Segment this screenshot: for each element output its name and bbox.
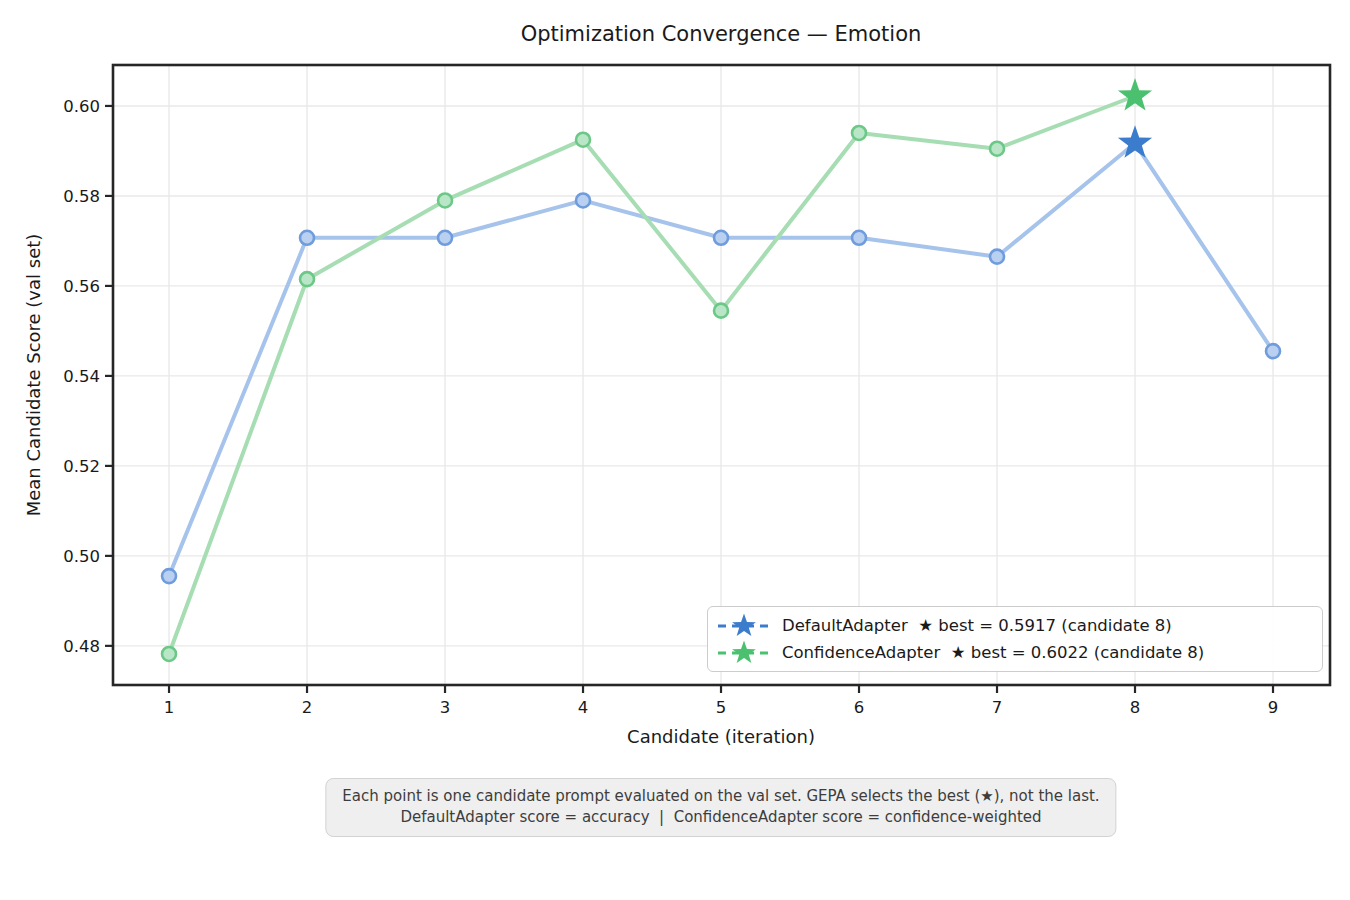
y-tick-label: 0.60 [63,97,100,116]
x-tick-label: 4 [578,698,589,717]
x-tick-label: 9 [1268,698,1279,717]
data-point-defaultadapter [714,231,728,245]
legend-item-defaultadapter: DefaultAdapter ★ best = 0.5917 (candidat… [716,613,1312,639]
y-tick-label: 0.48 [63,637,100,656]
x-tick-label: 3 [440,698,451,717]
data-point-defaultadapter [300,231,314,245]
legend-item-confidenceadapter: ConfidenceAdapter ★ best = 0.6022 (candi… [716,640,1312,666]
footnote-line-2: DefaultAdapter score = accuracy | Confid… [342,807,1099,828]
x-tick-label: 1 [164,698,175,717]
series-line-confidenceadapter [169,96,1135,654]
green-star-marker-icon [716,640,772,666]
x-tick-label: 8 [1130,698,1141,717]
data-point-confidenceadapter [714,304,728,318]
legend-star-icon [732,613,756,636]
data-point-confidenceadapter [162,647,176,661]
y-tick-label: 0.54 [63,367,100,386]
legend: DefaultAdapter ★ best = 0.5917 (candidat… [707,606,1323,672]
y-tick-label: 0.52 [63,457,100,476]
data-point-defaultadapter [990,250,1004,264]
data-point-confidenceadapter [438,193,452,207]
data-point-defaultadapter [576,193,590,207]
footnote-box: Each point is one candidate prompt evalu… [325,778,1116,837]
x-tick-label: 5 [716,698,727,717]
data-point-confidenceadapter [300,272,314,286]
data-point-defaultadapter [162,569,176,583]
figure: Optimization Convergence — Emotion 12345… [0,0,1350,900]
y-axis-label: Mean Candidate Score (val set) [23,234,44,517]
x-axis-label: Candidate (iteration) [627,726,815,747]
data-point-defaultadapter [852,231,866,245]
x-tick-label: 6 [854,698,865,717]
data-point-confidenceadapter [990,142,1004,156]
data-point-confidenceadapter [576,133,590,147]
data-point-defaultadapter [1266,344,1280,358]
x-tick-label: 7 [992,698,1003,717]
y-tick-label: 0.58 [63,187,100,206]
plot-area: 1 2 3 4 5 6 7 8 9 0.48 0.50 0.52 0.54 0.56 0.58 0.60 [0,0,1350,900]
y-tick-label: 0.56 [63,277,100,296]
blue-star-marker-icon [716,613,772,639]
footnote-line-1: Each point is one candidate prompt evalu… [342,786,1099,807]
data-point-defaultadapter [438,231,452,245]
x-tick-label: 2 [302,698,313,717]
legend-label-confidenceadapter: ConfidenceAdapter ★ best = 0.6022 (candi… [782,643,1204,662]
data-point-confidenceadapter [852,126,866,140]
legend-label-defaultadapter: DefaultAdapter ★ best = 0.5917 (candidat… [782,616,1172,635]
y-tick-label: 0.50 [63,547,100,566]
legend-star-icon [732,640,756,663]
